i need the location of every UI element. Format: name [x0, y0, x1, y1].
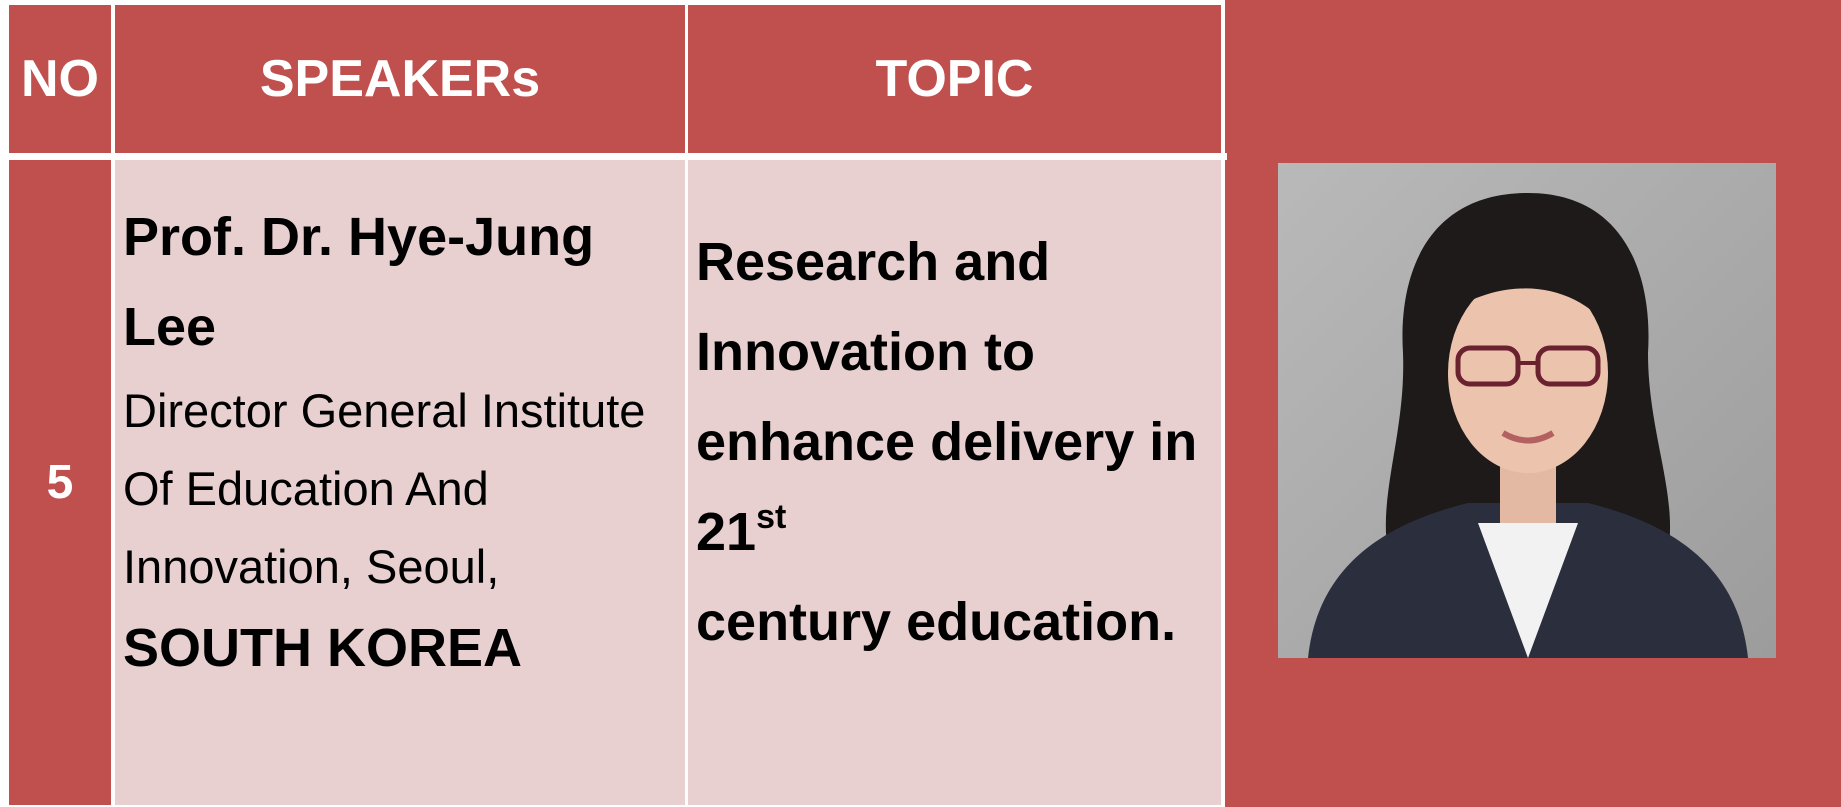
topic-cell: Research and Innovation to enhance deliv… — [688, 160, 1221, 805]
topic: Research and Innovation to enhance deliv… — [696, 217, 1213, 667]
row-number: 5 — [46, 456, 74, 509]
speaker-photo — [1278, 163, 1776, 658]
speaker-name: Prof. Dr. Hye-Jung Lee — [123, 207, 595, 357]
topic-text: century education. — [696, 592, 1177, 652]
topic-text: Research and Innovation to enhance deliv… — [696, 232, 1198, 562]
speaker-country: SOUTH KOREA — [123, 618, 523, 678]
border — [0, 0, 1224, 5]
header-topic: TOPIC — [875, 50, 1034, 108]
speaker-cell: Prof. Dr. Hye-Jung Lee Director General … — [115, 160, 685, 805]
topic-superscript: st — [756, 498, 787, 536]
speaker-details: Director General Institute Of Education … — [123, 384, 646, 593]
border — [1221, 0, 1225, 807]
border — [0, 153, 1227, 160]
border — [0, 805, 1225, 807]
border — [111, 0, 115, 807]
border — [685, 0, 688, 807]
header-no: NO — [21, 50, 99, 108]
header-speakers: SPEAKERs — [259, 50, 541, 108]
border — [0, 0, 9, 807]
